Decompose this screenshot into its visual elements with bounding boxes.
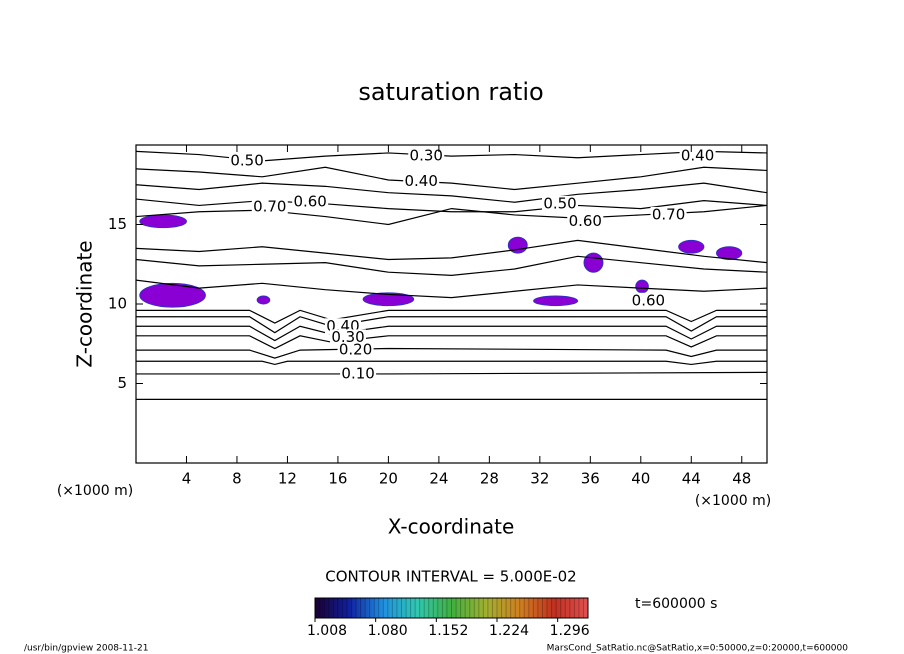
contour-line — [136, 309, 767, 324]
contour-label: 0.40 — [405, 172, 438, 190]
contour-label: 0.60 — [632, 291, 665, 309]
x-tick-label: 20 — [379, 470, 398, 488]
contour-line — [136, 255, 767, 276]
colorbar-tick-label: 1.152 — [428, 623, 468, 639]
contour-line — [136, 239, 767, 264]
x-tick-label: 8 — [232, 470, 242, 488]
contour-label-bg — [337, 342, 374, 359]
contour-label-bg — [403, 173, 440, 190]
supersaturated-patch — [583, 252, 604, 273]
plot-frame — [135, 144, 768, 464]
colorbar — [314, 597, 589, 619]
contour-label-bg — [408, 148, 445, 165]
contour-label-bg — [229, 152, 266, 169]
contour-label: 0.60 — [569, 212, 602, 230]
colorbar-tick-label: 1.224 — [489, 623, 529, 639]
contour-label-bg — [567, 213, 604, 230]
supersaturated-patch — [362, 292, 415, 307]
x-tick-label: 12 — [278, 470, 297, 488]
contour-line — [136, 371, 767, 375]
x-tick-label: 40 — [631, 470, 650, 488]
footer-left: /usr/bin/gpview 2008-11-21 — [24, 644, 148, 654]
contour-label: 0.10 — [341, 364, 374, 382]
contour-line — [136, 335, 767, 350]
contour-label-bg — [251, 199, 288, 216]
x-unit-label: (×1000 m) — [695, 493, 771, 509]
supersaturated-patch — [256, 295, 271, 305]
x-tick-label: 16 — [328, 470, 347, 488]
contour-line — [136, 166, 767, 191]
supersaturated-patch — [139, 282, 206, 308]
colorbar-tick-label: 1.008 — [307, 623, 347, 639]
colorbar-tick-label: 1.296 — [550, 623, 590, 639]
y-tick-label: 10 — [108, 295, 127, 313]
contour-line — [136, 279, 767, 299]
contour-line — [136, 182, 767, 203]
supersaturated-patch — [716, 246, 743, 260]
supersaturated-patch — [678, 239, 705, 254]
supersaturated-patch — [533, 295, 579, 307]
contour-label: 0.50 — [230, 151, 263, 169]
y-tick-label: 15 — [108, 215, 127, 233]
contour-line — [136, 198, 767, 213]
contour-label-bg — [650, 206, 687, 223]
y-axis-label: Z-coordinate — [73, 240, 97, 367]
x-tick-label: 44 — [682, 470, 701, 488]
x-tick-label: 4 — [182, 470, 192, 488]
contour-line — [136, 360, 767, 366]
contour-line — [136, 347, 767, 359]
contour-label-bg — [340, 365, 377, 382]
contour-interval: CONTOUR INTERVAL = 5.000E-02 — [325, 568, 576, 586]
contour-label: 0.20 — [339, 341, 372, 359]
contour-label: 0.70 — [253, 198, 286, 216]
x-tick-label: 24 — [429, 470, 448, 488]
x-tick-label: 32 — [530, 470, 549, 488]
contour-label-bg — [330, 329, 367, 346]
contour-label-bg — [679, 148, 716, 165]
contour-label-bg — [542, 195, 579, 212]
chart-title: saturation ratio — [358, 78, 543, 106]
colorbar-tick-label: 1.080 — [368, 623, 408, 639]
supersaturated-patch — [139, 214, 187, 229]
contour-label-bg — [630, 292, 667, 309]
contour-label: 0.30 — [331, 328, 364, 346]
plot-area: 0.300.50 0.400.400.70 0.60 0.500.60 0.700.60… — [136, 147, 767, 400]
contour-label: 0.30 — [410, 147, 443, 165]
x-tick-label: 48 — [732, 470, 751, 488]
contour-label: 0.50 — [543, 194, 576, 212]
x-axis-label: X-coordinate — [388, 515, 515, 539]
y-unit-label: (×1000 m) — [57, 483, 133, 499]
y-tick-label: 5 — [117, 374, 127, 392]
footer-right: MarsCond_SatRatio.nc@SatRatio,x=0:50000,… — [547, 644, 849, 654]
contour-label: 0.40 — [681, 147, 714, 165]
time-label: t=600000 s — [635, 596, 717, 612]
contour-label: 0.70 — [652, 205, 685, 223]
contour-line — [136, 316, 767, 334]
x-tick-label: 28 — [480, 470, 499, 488]
contour-label-bg — [292, 194, 329, 211]
contour-label: 0.60 — [293, 193, 326, 211]
x-tick-label: 36 — [581, 470, 600, 488]
